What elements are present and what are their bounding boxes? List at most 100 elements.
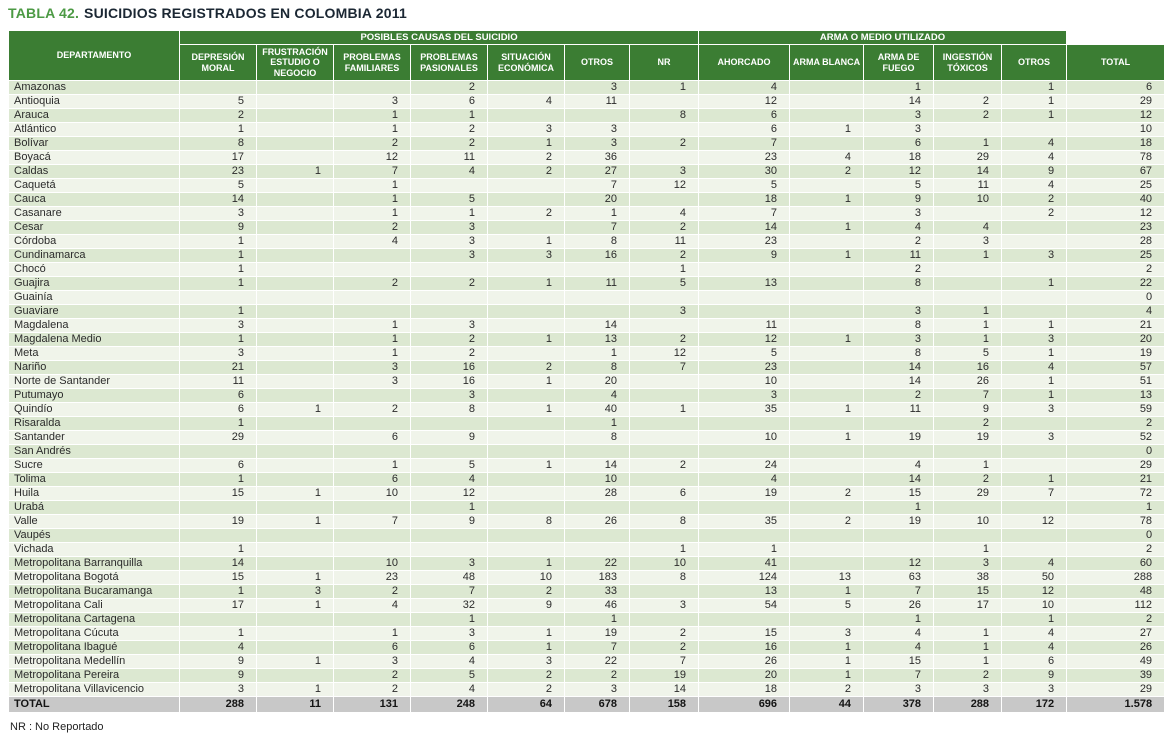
value-cell: 5 xyxy=(410,668,488,684)
value-cell: 48 xyxy=(1066,584,1166,600)
department-cell: Magdalena Medio xyxy=(8,332,180,348)
value-cell: 1 xyxy=(1001,612,1068,628)
value-cell xyxy=(333,542,411,558)
value-cell xyxy=(487,528,565,544)
value-cell xyxy=(333,416,411,432)
value-cell: 6 xyxy=(179,388,257,404)
value-cell: 4 xyxy=(863,640,935,656)
department-cell: Norte de Santander xyxy=(8,374,180,390)
value-cell: 1 xyxy=(564,612,630,628)
value-cell: 5 xyxy=(628,276,700,292)
value-cell: 1 xyxy=(789,192,865,208)
table-row: Metropolitana Cúcuta 1 1 3 1 19 2 15 3 4 1 4 27 xyxy=(8,626,1166,642)
value-cell: 10 xyxy=(933,514,1003,530)
value-cell: 2 xyxy=(789,682,865,698)
value-cell xyxy=(256,304,334,320)
value-cell: 1 xyxy=(564,346,630,362)
value-cell: 8 xyxy=(628,108,700,124)
value-cell: 57 xyxy=(1066,360,1166,376)
value-cell: 1 xyxy=(933,304,1003,320)
value-cell: 1 xyxy=(863,612,935,628)
value-cell: 3 xyxy=(628,304,700,320)
value-cell xyxy=(410,262,488,278)
value-cell: 3 xyxy=(863,122,935,138)
value-cell: 1 xyxy=(1001,374,1068,390)
value-cell: 4 xyxy=(698,472,791,488)
value-cell: 2 xyxy=(933,94,1003,110)
value-cell: 1 xyxy=(487,458,565,474)
value-cell: 5 xyxy=(410,192,488,208)
table-row: Caldas 23 1 7 4 2 27 3 30 2 12 14 9 67 xyxy=(8,164,1166,180)
value-cell: 11 xyxy=(628,234,700,250)
department-cell: Metropolitana Cartagena xyxy=(8,612,180,628)
value-cell: 9 xyxy=(1001,668,1068,684)
value-cell xyxy=(256,374,334,390)
table-row: Chocó 1 1 2 2 xyxy=(8,262,1166,278)
value-cell: 13 xyxy=(789,570,865,586)
value-cell xyxy=(256,178,334,194)
value-cell xyxy=(1001,416,1068,432)
value-cell: 27 xyxy=(1066,626,1166,642)
value-cell: 12 xyxy=(333,150,411,166)
value-cell: 4 xyxy=(1001,136,1068,152)
value-cell: 21 xyxy=(179,360,257,376)
value-cell: 13 xyxy=(564,332,630,348)
table-body: Amazonas 2 3 1 4 1 1 6 Antioquia 5 3 6 4 11 12 14 2 1 29 Ar… xyxy=(8,80,1166,714)
department-cell: Sucre xyxy=(8,458,180,474)
value-cell: 12 xyxy=(698,332,791,348)
value-cell: 27 xyxy=(564,164,630,180)
col-header-situacion-economica: SITUACIÓN ECONÓMICA xyxy=(487,44,565,82)
value-cell: 24 xyxy=(698,458,791,474)
value-cell: 2 xyxy=(333,136,411,152)
value-cell: 288 xyxy=(1066,570,1166,586)
value-cell: 1 xyxy=(179,626,257,642)
table-row: Bolívar 8 2 2 1 3 2 7 6 1 4 18 xyxy=(8,136,1166,152)
value-cell: 5 xyxy=(789,598,865,614)
department-cell: Guajira xyxy=(8,276,180,292)
value-cell xyxy=(1001,444,1068,460)
value-cell: 2 xyxy=(333,668,411,684)
table-row: Meta 3 1 2 1 12 5 8 5 1 19 xyxy=(8,346,1166,362)
table-row: Casanare 3 1 1 2 1 4 7 3 2 12 xyxy=(8,206,1166,222)
group-header-causas: POSIBLES CAUSAS DEL SUICIDIO xyxy=(178,29,700,46)
value-cell: 1 xyxy=(863,500,935,516)
value-cell: 1 xyxy=(1001,388,1068,404)
value-cell xyxy=(333,80,411,96)
value-cell: 16 xyxy=(564,248,630,264)
value-cell: 3 xyxy=(410,626,488,642)
department-cell: Huila xyxy=(8,486,180,502)
table-row: Metropolitana Barranquilla 14 10 3 1 22 10 41 12… xyxy=(8,556,1166,572)
value-cell: 2 xyxy=(1066,612,1166,628)
value-cell: 7 xyxy=(564,640,630,656)
department-cell: Metropolitana Cali xyxy=(8,598,180,614)
value-cell xyxy=(256,192,334,208)
value-cell xyxy=(256,108,334,124)
value-cell: 10 xyxy=(1001,598,1068,614)
table-row: Quindío 6 1 2 8 1 40 1 35 1 11 9 3 59 xyxy=(8,402,1166,418)
value-cell: 2 xyxy=(179,108,257,124)
value-cell: 28 xyxy=(1066,234,1166,250)
value-cell: 14 xyxy=(863,472,935,488)
value-cell: 1 xyxy=(487,374,565,390)
value-cell: 1 xyxy=(789,248,865,264)
value-cell xyxy=(333,500,411,516)
table-row: Magdalena 3 1 3 14 11 8 1 1 21 xyxy=(8,318,1166,334)
value-cell: 7 xyxy=(333,164,411,180)
value-cell: 32 xyxy=(410,598,488,614)
value-cell: 4 xyxy=(564,388,630,404)
value-cell xyxy=(698,444,791,460)
value-cell xyxy=(256,122,334,138)
value-cell: 29 xyxy=(1066,458,1166,474)
value-cell: 1 xyxy=(333,122,411,138)
value-cell xyxy=(628,584,700,600)
value-cell: 1 xyxy=(179,332,257,348)
table-row: Antioquia 5 3 6 4 11 12 14 2 1 29 xyxy=(8,94,1166,110)
value-cell: 2 xyxy=(333,584,411,600)
value-cell: 9 xyxy=(863,192,935,208)
value-cell: 2 xyxy=(628,458,700,474)
value-cell xyxy=(333,290,411,306)
value-cell xyxy=(256,472,334,488)
value-cell: 12 xyxy=(628,346,700,362)
value-cell: 26 xyxy=(698,654,791,670)
